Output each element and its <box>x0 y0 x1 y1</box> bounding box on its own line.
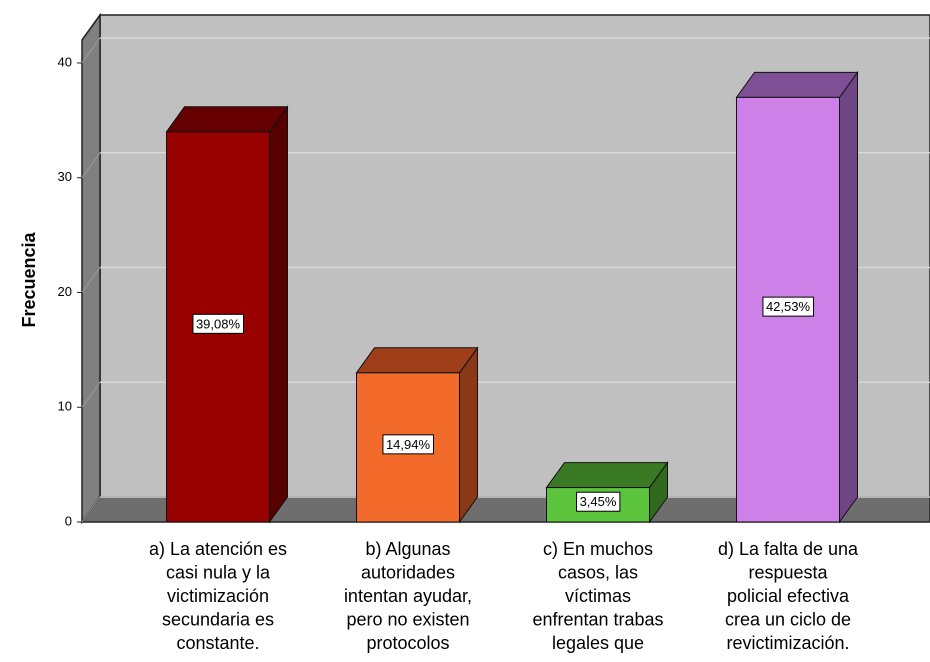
value-label-box <box>382 434 434 455</box>
x-tick-label: casi nula y la <box>166 562 271 582</box>
x-tick-label: víctimas <box>565 586 631 606</box>
y-tick-label: 20 <box>58 284 72 299</box>
x-tick-label: d) La falta de una <box>718 539 859 559</box>
x-tick-label: constante. <box>176 633 259 653</box>
y-tick-label: 0 <box>65 513 72 528</box>
grid-line <box>81 152 101 179</box>
x-tick-label: intentan ayudar, <box>344 586 472 606</box>
x-tick-label: autoridades <box>361 562 455 582</box>
value-label-box <box>576 491 621 512</box>
x-tick-label: c) En muchos <box>543 539 653 559</box>
bar-top <box>165 106 289 133</box>
value-label: 3,45% <box>580 494 617 509</box>
value-label-box <box>192 313 244 334</box>
left-wall <box>81 12 101 525</box>
x-tick-label: protocolos <box>366 633 449 653</box>
value-label-box <box>762 296 814 317</box>
bar-top <box>735 71 859 98</box>
grid-line <box>81 381 101 408</box>
x-tick-label: casos, las <box>558 562 638 582</box>
x-tick-label: legales que <box>552 633 644 653</box>
x-tick-label: secundaria es <box>162 609 274 629</box>
grid-line <box>81 267 101 293</box>
grid-line <box>81 496 101 523</box>
x-tick-label: policial efectiva <box>727 586 850 606</box>
x-tick-label: victimización <box>167 586 269 606</box>
x-tick-label: crea un ciclo de <box>725 609 851 629</box>
y-axis-title: Frecuencia <box>19 231 39 327</box>
y-tick-label: 40 <box>58 54 72 69</box>
x-tick-label: revictimización. <box>726 633 849 653</box>
bar-side <box>839 70 858 524</box>
y-tick-label: 30 <box>58 169 72 184</box>
bar-side <box>459 346 478 524</box>
bar-top <box>545 462 669 489</box>
y-tick-label: 10 <box>58 399 72 414</box>
value-label: 39,08% <box>196 316 241 331</box>
bar-side <box>269 105 288 524</box>
grid-line <box>81 37 101 64</box>
value-label: 42,53% <box>766 299 811 314</box>
x-tick-label: pero no existen <box>346 609 469 629</box>
x-tick-label: respuesta <box>748 562 828 582</box>
x-tick-label: enfrentan trabas <box>532 609 663 629</box>
x-tick-label: a) La atención es <box>149 539 287 559</box>
value-label: 14,94% <box>386 437 431 452</box>
bar-top <box>355 347 479 374</box>
x-tick-label: b) Algunas <box>365 539 450 559</box>
